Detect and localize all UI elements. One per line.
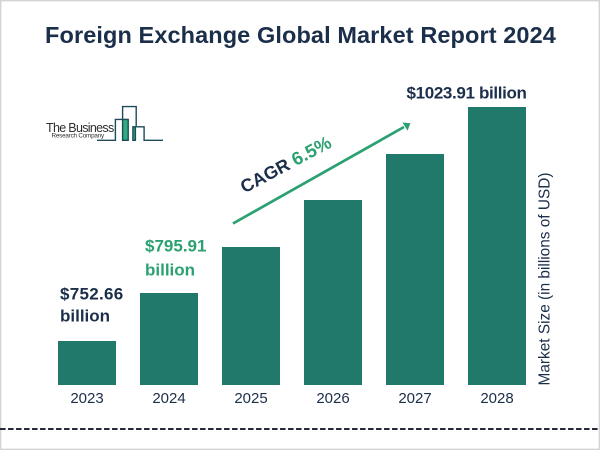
svg-text:2025: 2025 — [234, 390, 267, 407]
svg-text:Market Size (in billions of US: Market Size (in billions of USD) — [537, 173, 554, 386]
svg-text:billion: billion — [145, 261, 195, 280]
svg-text:2028: 2028 — [480, 390, 513, 407]
svg-text:2026: 2026 — [316, 390, 349, 407]
svg-text:$752.66: $752.66 — [60, 285, 124, 304]
svg-text:billion: billion — [60, 307, 110, 326]
svg-text:2024: 2024 — [152, 390, 185, 407]
svg-text:$795.91: $795.91 — [145, 237, 206, 256]
svg-text:Foreign Exchange Global Market: Foreign Exchange Global Market Report 20… — [45, 22, 556, 48]
svg-text:$1023.91 billion: $1023.91 billion — [407, 84, 527, 103]
svg-text:Research Company: Research Company — [52, 132, 105, 139]
svg-text:The Business: The Business — [46, 121, 114, 135]
svg-text:2023: 2023 — [70, 390, 103, 407]
svg-text:2027: 2027 — [398, 390, 431, 407]
